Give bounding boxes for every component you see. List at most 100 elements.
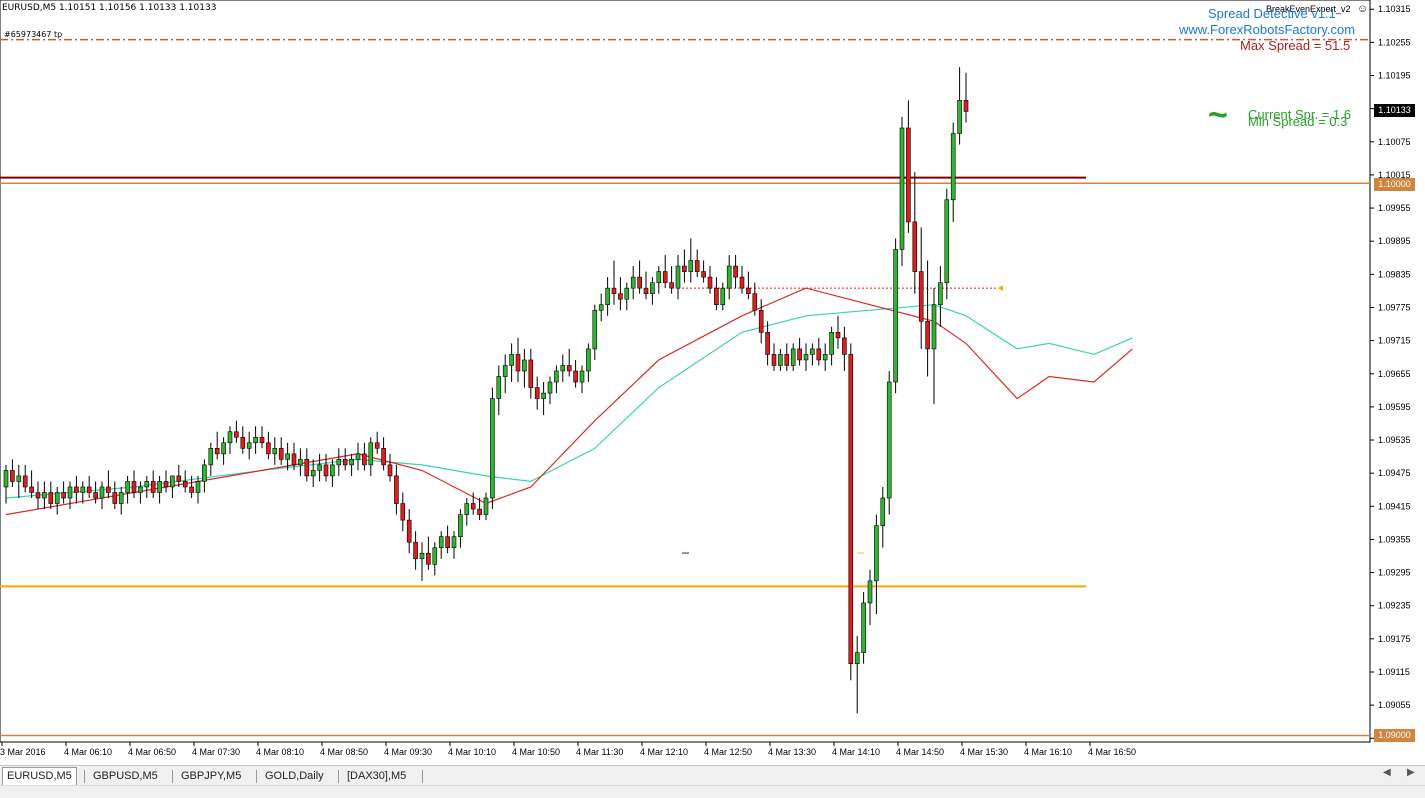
candle-body xyxy=(214,448,220,455)
candle-body xyxy=(195,481,201,493)
candle-body xyxy=(419,552,425,560)
candle-body xyxy=(502,365,508,377)
y-tick-label: 1.09175 xyxy=(1378,634,1411,644)
candle-body xyxy=(842,337,847,355)
candle-body xyxy=(707,276,713,289)
x-tick-label: 4 Mar 09:30 xyxy=(384,747,432,757)
tab-gbpusd[interactable]: GBPUSD,M5 xyxy=(93,770,158,782)
tab-dax30[interactable]: [DAX30],M5 xyxy=(347,770,407,782)
candle-body xyxy=(458,514,463,537)
candle-body xyxy=(29,486,34,493)
candle-body xyxy=(637,276,642,289)
smiley-icon: ☺ xyxy=(1357,3,1369,15)
candle-body xyxy=(739,276,745,289)
candle-body xyxy=(317,464,322,471)
candle-body xyxy=(144,481,150,488)
max-spread-label: Max Spread = 51.5 xyxy=(1240,38,1351,53)
candle-body xyxy=(880,497,886,526)
candle-body xyxy=(893,249,898,383)
y-tick-label: 1.09055 xyxy=(1378,700,1411,710)
website-label[interactable]: www.ForexRobotsFactory.com xyxy=(1179,22,1356,37)
x-tick-label: 4 Mar 07:30 xyxy=(192,747,240,757)
candle-body xyxy=(496,376,502,399)
y-tick-label: 1.10195 xyxy=(1378,71,1411,81)
candle-body xyxy=(541,392,546,399)
candle-body xyxy=(579,370,585,383)
x-tick-label: 4 Mar 06:50 xyxy=(128,747,176,757)
candle-body xyxy=(950,133,956,201)
candle-body xyxy=(598,304,604,311)
candle-body xyxy=(54,492,60,504)
order-label: #65973467 tp xyxy=(4,30,63,39)
candle-body xyxy=(138,486,143,493)
candle-body xyxy=(432,547,438,565)
candle-body xyxy=(688,260,694,272)
y-tick-label: 1.09655 xyxy=(1378,369,1411,379)
x-tick-label: 4 Mar 16:50 xyxy=(1088,747,1136,757)
candle-body xyxy=(726,265,732,289)
candle-body xyxy=(464,503,470,515)
candle-body xyxy=(957,100,962,134)
x-tick-label: 4 Mar 16:10 xyxy=(1024,747,1072,757)
candle-body xyxy=(912,221,918,272)
y-tick-label: 1.10015 xyxy=(1378,170,1411,180)
candle-body xyxy=(234,431,239,438)
candle-body xyxy=(202,464,207,482)
x-tick-label: 4 Mar 08:50 xyxy=(320,747,368,757)
y-tick-label: 1.09415 xyxy=(1378,501,1411,511)
candle-body xyxy=(963,100,969,112)
y-tick-label: 1.09475 xyxy=(1378,468,1411,478)
candle-body xyxy=(163,481,169,488)
candle-body xyxy=(618,293,623,300)
candle-body xyxy=(899,127,905,250)
x-tick-label: 4 Mar 13:30 xyxy=(768,747,816,757)
candle-body xyxy=(125,481,130,493)
chart-area[interactable]: 1.103151.102551.101951.101351.100751.100… xyxy=(0,0,1425,765)
take-profit-marker xyxy=(998,285,1003,292)
candle-body xyxy=(182,481,188,488)
candle-body xyxy=(208,448,214,466)
candle-body xyxy=(573,370,578,383)
candle-body xyxy=(848,354,854,665)
candle-body xyxy=(150,481,156,493)
tab-gbpjpy[interactable]: GBPJPY,M5 xyxy=(181,770,242,782)
horizontal-scrollbar[interactable] xyxy=(0,785,1425,798)
candle-body xyxy=(835,332,841,339)
x-tick-label: 4 Mar 10:50 xyxy=(512,747,560,757)
tab-gold[interactable]: GOLD,Daily xyxy=(265,770,324,782)
candle-body xyxy=(752,293,758,311)
tab-scroll-left-icon[interactable]: ◀ xyxy=(1383,767,1391,778)
candle-body xyxy=(445,536,450,549)
y-tick-label: 1.09535 xyxy=(1378,435,1411,445)
chart-tabs: EURUSD,M5 GBPUSD,M5 GBPJPY,M5 GOLD,Daily… xyxy=(0,765,1425,786)
candle-body xyxy=(829,332,834,355)
candle-body xyxy=(592,309,598,350)
candle-body xyxy=(93,492,98,499)
candle-body xyxy=(266,442,271,455)
candle-body xyxy=(323,464,329,477)
tab-eurusd[interactable]: EURUSD,M5 xyxy=(2,767,77,785)
candle-body xyxy=(381,448,386,466)
y-tick-label: 1.09715 xyxy=(1378,336,1411,346)
candle-body xyxy=(701,271,706,278)
y-tick-label: 1.09595 xyxy=(1378,402,1411,412)
candle-body xyxy=(643,287,649,294)
tab-scroll-right-icon[interactable]: ▶ xyxy=(1407,767,1415,778)
candle-body xyxy=(368,442,374,466)
price-chart[interactable]: 1.103151.102551.101951.101351.100751.100… xyxy=(0,0,1425,765)
candle-body xyxy=(106,486,111,493)
candle-body xyxy=(426,552,431,565)
candle-body xyxy=(438,536,444,549)
candle-body xyxy=(778,354,783,366)
y-tick-label: 1.10315 xyxy=(1378,4,1411,14)
y-tick-label: 1.09895 xyxy=(1378,236,1411,246)
x-tick-label: 4 Mar 06:10 xyxy=(64,747,112,757)
candle-body xyxy=(67,486,73,499)
tab-divider xyxy=(256,770,257,783)
x-tick-label: 4 Mar 14:10 xyxy=(832,747,880,757)
spread-detective-title: Spread Detective v1.1 xyxy=(1208,6,1336,21)
candle-body xyxy=(342,459,348,466)
candle-body xyxy=(733,265,738,278)
x-tick-label: 4 Mar 11:30 xyxy=(576,747,623,757)
candle-body xyxy=(240,436,246,449)
